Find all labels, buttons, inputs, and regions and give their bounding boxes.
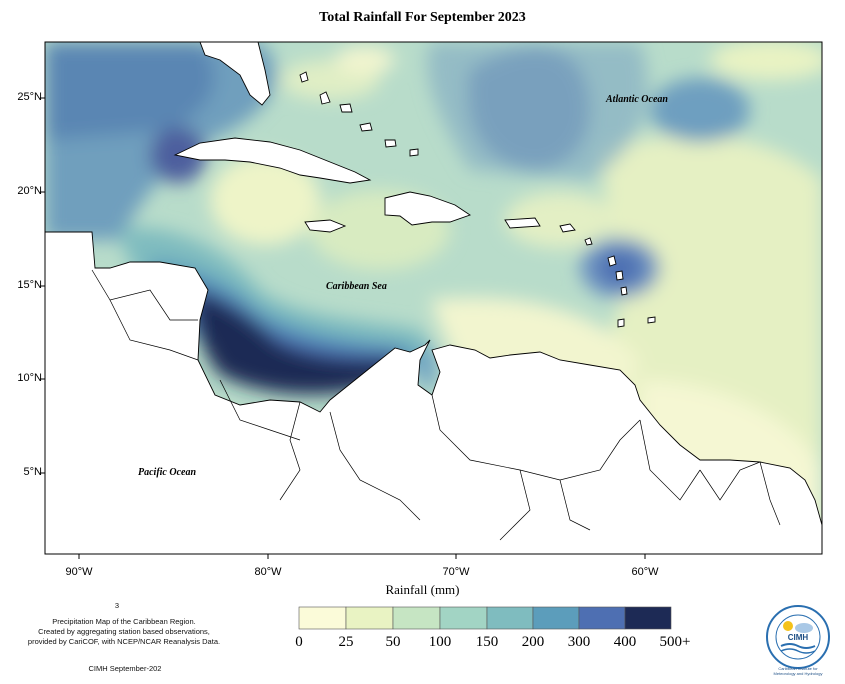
lat-tick-25n: 25°N xyxy=(17,91,42,103)
legend-bar xyxy=(298,606,672,630)
land-masses xyxy=(45,42,822,554)
map-description: Precipitation Map of the Caribbean Regio… xyxy=(8,617,240,647)
legend-label-50: 50 xyxy=(385,634,401,650)
credit-text: CIMH September-202 xyxy=(88,664,162,673)
label-caribbean-sea: Caribbean Sea xyxy=(326,281,387,292)
page-number: 3 xyxy=(114,601,120,610)
legend-label-500plus: 500+ xyxy=(659,634,691,650)
axis-title-rainfall: Rainfall (mm) xyxy=(385,582,460,597)
lat-tick-5n: 5°N xyxy=(23,466,42,478)
lat-tick-20n: 20°N xyxy=(17,185,42,197)
description-line-3: provided by CariCOF, with NCEP/NCAR Rean… xyxy=(27,637,221,646)
legend-label-150: 150 xyxy=(475,634,499,650)
lon-tick-70w: 70°W xyxy=(442,566,470,578)
label-atlantic-ocean: Atlantic Ocean xyxy=(606,94,668,105)
legend-label-25: 25 xyxy=(338,634,354,650)
legend-label-0: 0 xyxy=(295,634,303,650)
logo-abbr: CIMH xyxy=(787,633,809,642)
legend-label-300: 300 xyxy=(567,634,591,650)
legend-label-400: 400 xyxy=(613,634,637,650)
logo-ring-text: Caribbean Institute for Meteorology and … xyxy=(773,666,823,676)
lat-tick-15n: 15°N xyxy=(17,279,42,291)
description-line-1: Precipitation Map of the Caribbean Regio… xyxy=(52,617,196,626)
legend-label-100: 100 xyxy=(428,634,452,650)
lon-tick-80w: 80°W xyxy=(254,566,282,578)
map-title: Total Rainfall For September 2023 xyxy=(319,10,526,25)
description-line-2: Created by aggregating station based obs… xyxy=(38,627,210,636)
lon-tick-90w: 90°W xyxy=(65,566,93,578)
lon-tick-60w: 60°W xyxy=(631,566,659,578)
legend-label-200: 200 xyxy=(521,634,545,650)
cimh-logo xyxy=(766,605,830,669)
borders xyxy=(91,269,781,541)
label-pacific-ocean: Pacific Ocean xyxy=(138,467,197,478)
lat-tick-10n: 10°N xyxy=(17,372,42,384)
